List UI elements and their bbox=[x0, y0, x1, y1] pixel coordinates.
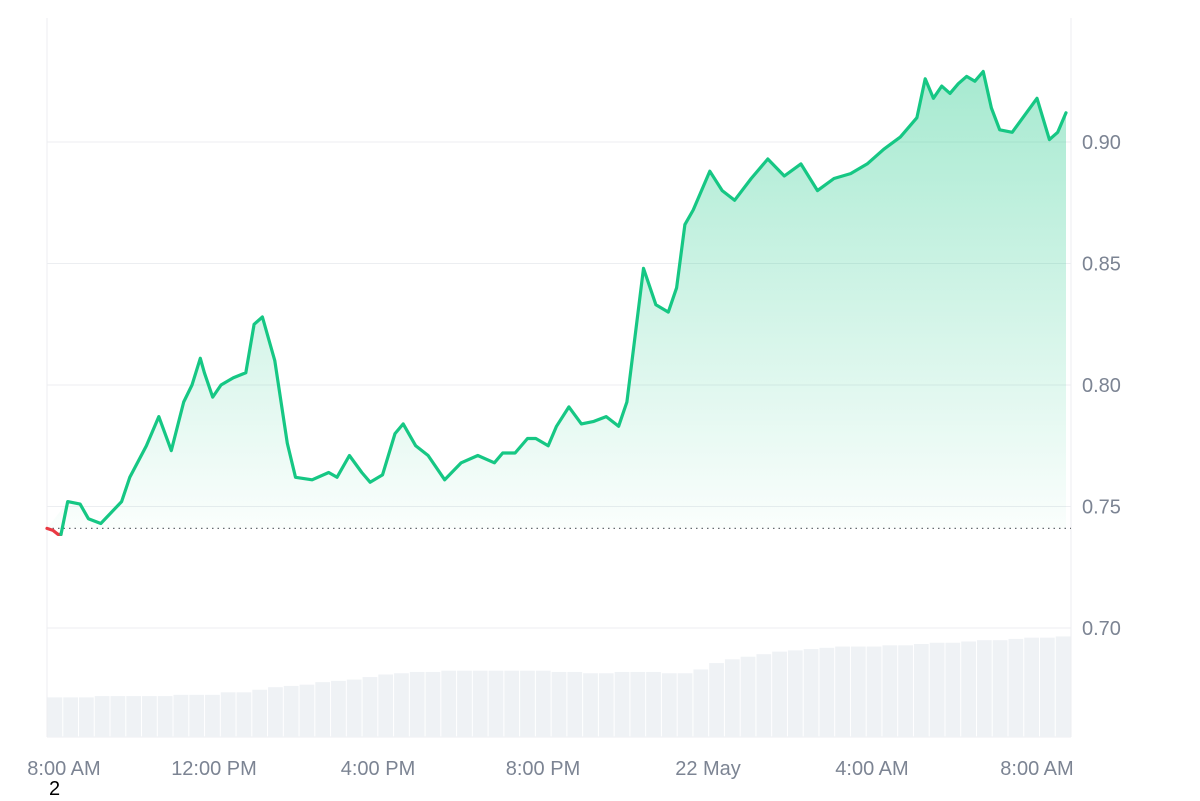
volume-bar bbox=[1040, 638, 1055, 737]
volume-bar bbox=[489, 671, 504, 737]
price-line-down-segment bbox=[47, 528, 61, 534]
volume-bar bbox=[646, 672, 661, 737]
volume-bar bbox=[552, 672, 567, 737]
volume-bar bbox=[1056, 636, 1071, 737]
volume-bar bbox=[158, 696, 173, 737]
volume-bar bbox=[678, 673, 693, 737]
volume-bar bbox=[394, 673, 409, 737]
y-axis-ticks: 0.70 0.75 0.80 0.85 0.90 bbox=[1082, 132, 1121, 640]
volume-bar bbox=[741, 657, 756, 737]
volume-bar bbox=[599, 673, 614, 737]
volume-bar bbox=[536, 671, 551, 737]
price-area bbox=[47, 72, 1066, 529]
volume-bar bbox=[63, 697, 78, 737]
x-tick-label-6: 8:00 AM bbox=[1000, 758, 1073, 780]
volume-bar bbox=[237, 692, 252, 737]
y-tick-label-1: 0.75 bbox=[1082, 497, 1121, 519]
volume-bar bbox=[284, 686, 299, 737]
volume-bar bbox=[426, 672, 441, 737]
volume-bar bbox=[725, 659, 740, 737]
volume-bars bbox=[48, 636, 1071, 737]
volume-bar bbox=[268, 687, 283, 737]
volume-bar bbox=[504, 671, 519, 737]
volume-bar bbox=[95, 696, 110, 737]
volume-bar bbox=[945, 643, 960, 737]
volume-bar bbox=[819, 648, 834, 737]
area-fill bbox=[47, 72, 1066, 529]
volume-bar bbox=[410, 672, 425, 737]
footnote-label: 2 bbox=[49, 778, 60, 801]
volume-bar bbox=[1024, 638, 1039, 737]
volume-bar bbox=[804, 649, 819, 737]
x-tick-label-3: 8:00 PM bbox=[506, 758, 580, 780]
x-tick-label-0: 8:00 AM bbox=[27, 758, 100, 780]
volume-bar bbox=[300, 685, 315, 737]
volume-bar bbox=[457, 671, 472, 737]
y-tick-label-4: 0.90 bbox=[1082, 132, 1121, 154]
y-tick-label-0: 0.70 bbox=[1082, 618, 1121, 640]
volume-bar bbox=[583, 673, 598, 737]
volume-bar bbox=[441, 671, 456, 737]
volume-bar bbox=[252, 690, 267, 737]
volume-bar bbox=[756, 654, 771, 737]
volume-bar bbox=[914, 644, 929, 737]
volume-bar bbox=[993, 640, 1008, 737]
volume-bar bbox=[221, 692, 236, 737]
x-tick-label-1: 12:00 PM bbox=[171, 758, 257, 780]
volume-bar bbox=[630, 672, 645, 737]
volume-bar bbox=[898, 645, 913, 737]
volume-bar bbox=[662, 673, 677, 737]
volume-bar bbox=[1008, 639, 1023, 737]
volume-bar bbox=[378, 675, 393, 737]
volume-bar bbox=[347, 680, 362, 737]
y-tick-label-2: 0.80 bbox=[1082, 375, 1121, 397]
volume-bar bbox=[126, 696, 141, 737]
volume-bar bbox=[930, 643, 945, 737]
volume-bar bbox=[709, 663, 724, 737]
volume-bar bbox=[867, 647, 882, 737]
volume-bar bbox=[189, 695, 204, 737]
volume-bar bbox=[473, 671, 488, 737]
x-axis-ticks: 8:00 AM 12:00 PM 4:00 PM 8:00 PM 22 May 4:00 … bbox=[27, 758, 1073, 780]
volume-bar bbox=[48, 697, 63, 737]
volume-bar bbox=[520, 671, 535, 737]
volume-bar bbox=[961, 641, 976, 737]
y-tick-label-3: 0.85 bbox=[1082, 254, 1121, 276]
x-tick-label-4: 22 May bbox=[675, 758, 741, 780]
volume-bar bbox=[851, 647, 866, 737]
volume-bar bbox=[79, 697, 94, 737]
volume-bar bbox=[693, 669, 708, 737]
volume-bar bbox=[174, 695, 189, 737]
volume-bar bbox=[977, 640, 992, 737]
volume-bar bbox=[835, 647, 850, 737]
x-tick-label-2: 4:00 PM bbox=[341, 758, 415, 780]
volume-bar bbox=[315, 682, 330, 737]
volume-bar bbox=[882, 645, 897, 737]
volume-bar bbox=[615, 672, 630, 737]
volume-bar bbox=[331, 681, 346, 737]
volume-bar bbox=[142, 696, 157, 737]
volume-bar bbox=[111, 696, 126, 737]
x-tick-label-5: 4:00 AM bbox=[835, 758, 908, 780]
volume-bar bbox=[205, 695, 220, 737]
volume-bar bbox=[363, 677, 378, 737]
volume-bar bbox=[772, 652, 787, 737]
volume-bar bbox=[567, 672, 582, 737]
volume-bar bbox=[788, 650, 803, 737]
